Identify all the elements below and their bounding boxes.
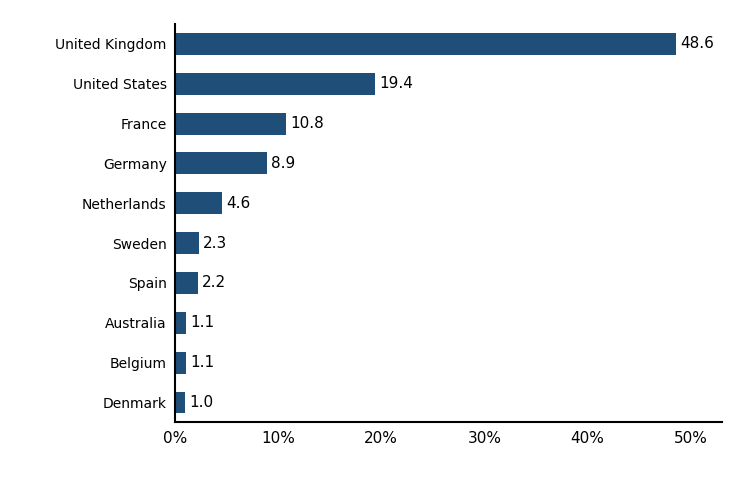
Bar <box>175 33 676 55</box>
Text: 1.1: 1.1 <box>190 315 214 330</box>
Text: 2.2: 2.2 <box>202 276 226 290</box>
Bar <box>175 272 198 294</box>
Text: 48.6: 48.6 <box>681 36 714 51</box>
Bar <box>175 392 185 413</box>
Bar <box>175 153 267 174</box>
Text: 10.8: 10.8 <box>290 116 324 131</box>
Bar <box>175 192 222 214</box>
Bar <box>175 73 375 95</box>
Bar <box>175 232 199 254</box>
Bar <box>175 312 186 334</box>
Text: 1.1: 1.1 <box>190 355 214 370</box>
Text: 2.3: 2.3 <box>203 236 227 251</box>
Text: 4.6: 4.6 <box>227 196 251 211</box>
Text: 19.4: 19.4 <box>379 76 413 91</box>
Bar <box>175 113 286 134</box>
Text: 1.0: 1.0 <box>190 395 214 410</box>
Text: 8.9: 8.9 <box>271 156 295 171</box>
Bar <box>175 352 186 373</box>
